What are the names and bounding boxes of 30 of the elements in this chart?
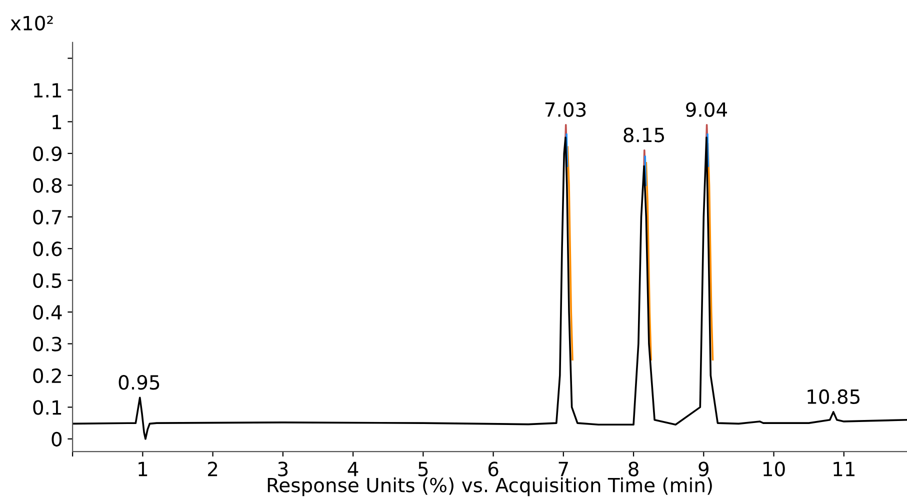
y-tick-label: 0.9 xyxy=(33,146,62,162)
y-axis-title: x10² xyxy=(10,16,53,30)
x-tick-label: 2 xyxy=(208,462,218,476)
y-tick-label: 0.5 xyxy=(33,273,62,288)
x-tick-label: 6 xyxy=(488,462,498,476)
y-tick-label: 0 xyxy=(52,432,62,447)
annotation: 10.85 xyxy=(808,389,860,404)
x-tick-label: 10 xyxy=(764,462,785,476)
y-tick-label: 0.4 xyxy=(33,304,62,320)
y-tick-label: 0.7 xyxy=(33,210,62,225)
y-tick-label: 1.1 xyxy=(34,83,62,98)
y-tick-label: 0.1 xyxy=(33,400,62,415)
y-tick-label: 0.6 xyxy=(33,242,62,256)
y-tick-label: 1 xyxy=(52,114,62,130)
x-tick-label: 1 xyxy=(138,462,148,476)
x-tick-label: 4 xyxy=(348,462,358,476)
y-tick-label: 0.8 xyxy=(33,178,62,193)
x-tick-label: 3 xyxy=(278,462,288,476)
y-tick-label: 0.2 xyxy=(33,368,61,384)
annotation: 9.04 xyxy=(686,102,728,117)
x-tick-label: 5 xyxy=(418,462,428,476)
x-tick-label: 7 xyxy=(558,462,568,476)
x-tick-label: 11 xyxy=(834,462,854,476)
x-tick-label: 8 xyxy=(628,462,638,476)
x-axis-title: Response Units (%) vs. Acquisition Time (min) xyxy=(268,477,712,496)
x-tick-label: 9 xyxy=(698,462,708,476)
annotation: 8.15 xyxy=(624,128,664,142)
y-tick-label: 0.3 xyxy=(33,336,62,352)
annotation: 7.03 xyxy=(545,102,586,117)
annotation: 0.95 xyxy=(118,375,160,390)
